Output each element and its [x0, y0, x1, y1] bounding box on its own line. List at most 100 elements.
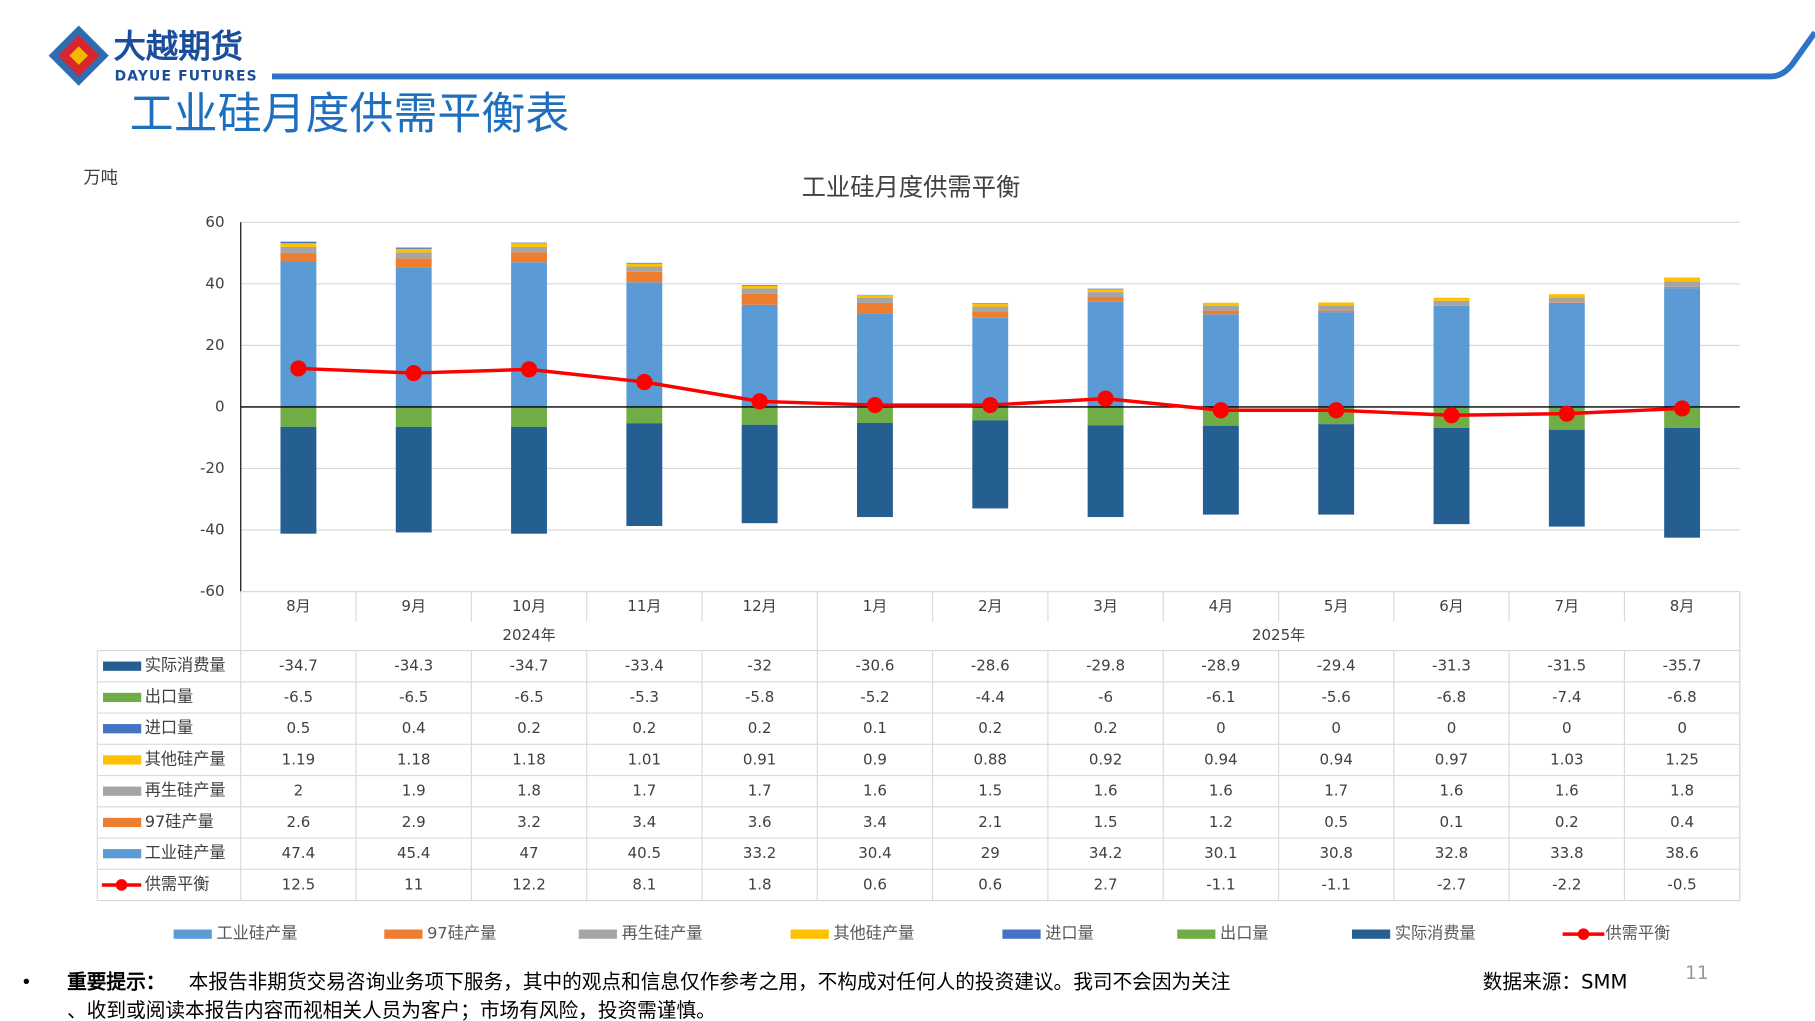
- bar-segment: [857, 295, 893, 298]
- table-cell: 0.4: [402, 719, 426, 737]
- table-cell: 0.94: [1204, 750, 1237, 768]
- table-cell: 1.6: [1555, 782, 1579, 800]
- x-group-label: 2024年: [502, 626, 555, 644]
- y-tick-label: 0: [215, 397, 225, 415]
- table-cell: -6.5: [284, 688, 313, 706]
- table-cell: 0.1: [1440, 813, 1464, 831]
- bar-segment: [972, 303, 1009, 307]
- bar-segment: [1433, 305, 1470, 407]
- table-cell: 30.4: [858, 844, 891, 862]
- bar-segment: [1318, 302, 1355, 306]
- table-cell: 2.7: [1094, 875, 1118, 893]
- balance-point: [290, 360, 307, 377]
- bar-segment: [1087, 406, 1124, 426]
- logo: [48, 25, 109, 86]
- balance-point: [405, 364, 422, 382]
- x-tick-label: 9月: [401, 597, 426, 615]
- y-tick-label: -20: [200, 459, 225, 477]
- table-cell: 3.4: [632, 813, 656, 831]
- bar-segment: [395, 248, 432, 253]
- bar-segment: [1664, 406, 1701, 428]
- table-cell: 0.97: [1435, 750, 1468, 768]
- legend-label: 97硅产量: [427, 924, 496, 943]
- notice-text: 本报告非期货交易咨询业务项下服务，其中的观点和信息仅作参考之用，不构成对任何人的…: [189, 970, 1231, 993]
- table-cell: -31.3: [1432, 657, 1471, 675]
- table-cell: 1.01: [628, 750, 661, 768]
- table-cell: 1.5: [1094, 813, 1118, 831]
- table-cell: 1.6: [1094, 782, 1118, 800]
- table-cell: 0: [1216, 719, 1226, 737]
- balance-point: [1212, 402, 1229, 419]
- bar-segment: [280, 261, 317, 407]
- table-cell: 1.19: [282, 750, 315, 768]
- table-cell: -2.2: [1552, 875, 1581, 893]
- table-cell: -5.6: [1322, 688, 1351, 706]
- table-cell: 0.2: [978, 719, 1002, 737]
- bar-segment: [280, 241, 317, 244]
- row-header: 进口量: [145, 718, 194, 737]
- table-cell: 30.8: [1319, 844, 1352, 862]
- table-cell: 3.6: [748, 813, 772, 831]
- table-cell: 0: [1447, 719, 1457, 737]
- bar-segment: [1664, 427, 1701, 538]
- bar-segment: [395, 426, 432, 533]
- table-cell: 0.6: [978, 875, 1002, 893]
- chart-title: 工业硅月度供需平衡: [802, 173, 1021, 202]
- table-cell: 0.92: [1089, 750, 1122, 768]
- table-cell: -28.6: [971, 657, 1010, 675]
- balance-point: [1328, 402, 1345, 419]
- legend-key: [578, 929, 617, 939]
- table-cell: 1.2: [1209, 813, 1233, 831]
- table-cell: 12.5: [282, 875, 315, 893]
- bar-segment: [395, 252, 432, 259]
- table-cell: 1.9: [402, 782, 426, 800]
- bar-segment: [741, 293, 778, 305]
- x-tick-label: 8月: [286, 597, 311, 615]
- bar-segment: [1664, 288, 1701, 407]
- table-cell: 0.2: [748, 719, 772, 737]
- legend-label: 进口量: [1045, 924, 1094, 943]
- bar-segment: [511, 246, 547, 253]
- table-cell: -30.6: [856, 657, 895, 675]
- legend-label: 其他硅产量: [833, 924, 914, 943]
- table-cell: -34.7: [279, 657, 318, 675]
- table-cell: 1.8: [1670, 782, 1694, 800]
- balance-point: [866, 396, 884, 414]
- bar-segment: [1087, 297, 1124, 302]
- header-rule: [272, 30, 1815, 80]
- table-cell: 29: [981, 844, 1000, 862]
- table-cell: 12.2: [512, 875, 545, 893]
- balance-point: [982, 396, 999, 414]
- legend-label: 再生硅产量: [622, 924, 703, 943]
- brand-en: DAYUE FUTURES: [115, 68, 258, 84]
- table-cell: 33.8: [1550, 844, 1583, 862]
- table-cell: -6.8: [1667, 688, 1696, 706]
- table-cell: -5.2: [860, 688, 889, 706]
- legend-key: [1002, 929, 1041, 939]
- y-unit: 万吨: [83, 168, 118, 188]
- bar-segment: [626, 266, 663, 272]
- table-cell: 0.9: [863, 750, 887, 768]
- bar-segment: [1318, 424, 1355, 515]
- table-key: [115, 879, 128, 891]
- table-cell: -34.7: [510, 657, 549, 675]
- row-header: 97硅产量: [145, 812, 214, 831]
- table-cell: -6: [1098, 688, 1113, 706]
- bar-segment: [395, 406, 432, 427]
- bar-segment: [857, 406, 893, 423]
- bar-segment: [1087, 288, 1124, 290]
- bar-segment: [857, 422, 893, 518]
- table-cell: 32.8: [1435, 844, 1468, 862]
- table-cell: 1.25: [1665, 750, 1698, 768]
- bar-segment: [1202, 425, 1239, 515]
- balance-point: [1097, 390, 1114, 407]
- table-cell: 30.1: [1204, 844, 1237, 862]
- balance-point: [1558, 405, 1575, 422]
- data-source: 数据来源：SMM: [1483, 970, 1628, 993]
- table-cell: 0.4: [1670, 813, 1694, 831]
- bar-segment: [626, 263, 663, 267]
- table-cell: 38.6: [1665, 844, 1698, 862]
- x-tick-label: 3月: [1093, 597, 1118, 615]
- row-header: 工业硅产量: [145, 843, 226, 862]
